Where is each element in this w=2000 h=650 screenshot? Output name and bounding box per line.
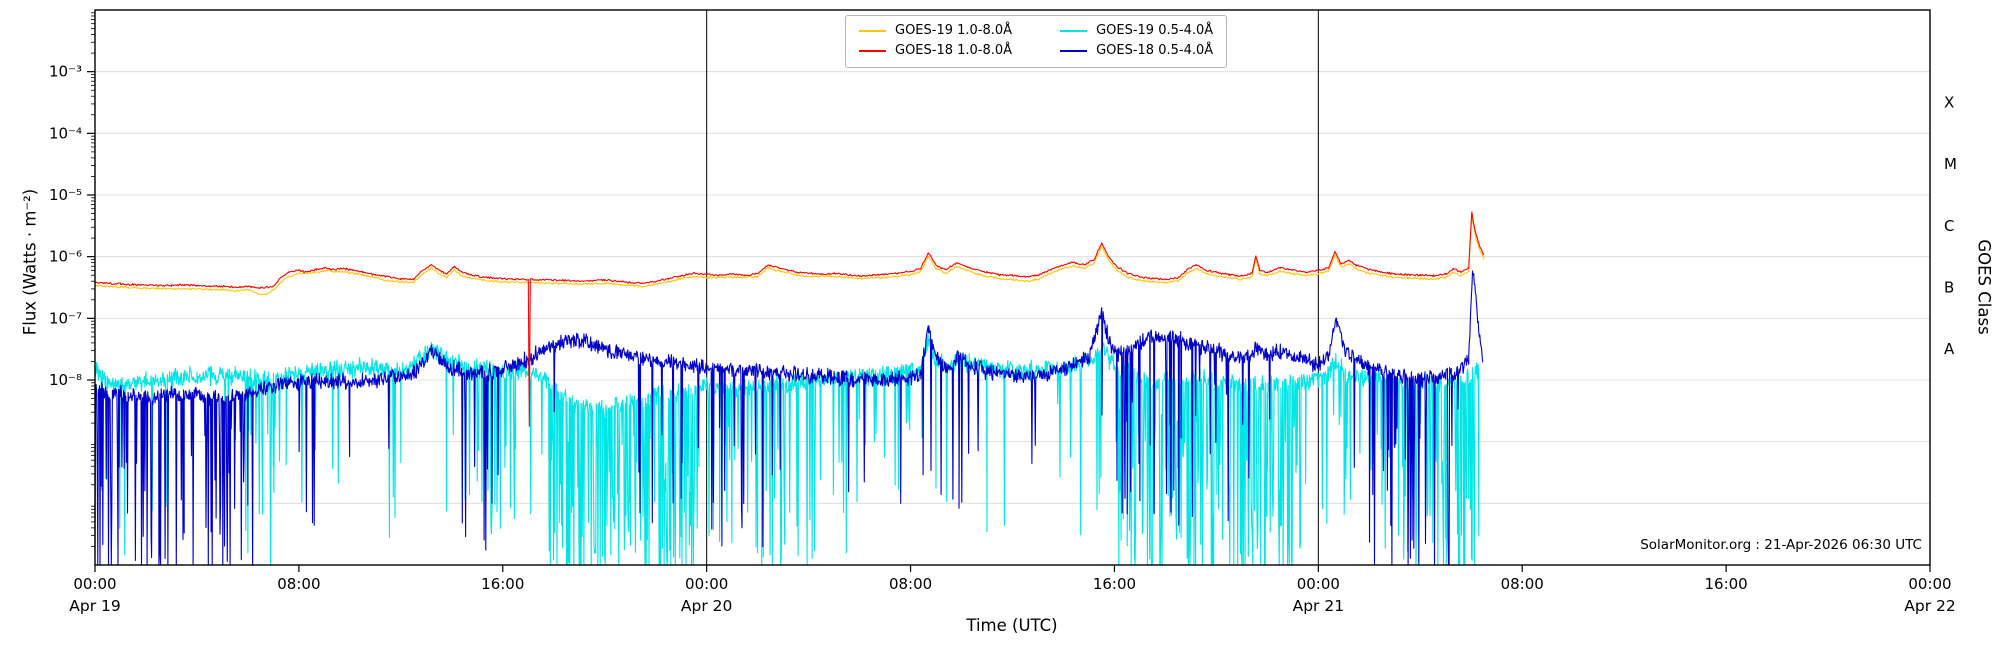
legend-swatch-goes18-long bbox=[859, 50, 886, 53]
y-tick-label: 10⁻³ bbox=[49, 63, 82, 81]
x-date-label: Apr 21 bbox=[1293, 597, 1344, 615]
legend-label: GOES-18 0.5-4.0Å bbox=[1096, 43, 1214, 59]
legend-swatch-goes18-short bbox=[1060, 50, 1088, 53]
x-date-label: Apr 19 bbox=[69, 597, 120, 615]
y-tick-label: 10⁻⁴ bbox=[49, 124, 82, 142]
goes-class-label-X: X bbox=[1944, 94, 1954, 112]
x-date-label: Apr 22 bbox=[1904, 597, 1955, 615]
x-tick-label: 16:00 bbox=[1704, 575, 1747, 593]
solarmonitor-timestamp: SolarMonitor.org : 21-Apr-2026 06:30 UTC bbox=[1640, 537, 1922, 553]
y-tick-label: 10⁻⁵ bbox=[49, 186, 82, 204]
series-goes18-short-line bbox=[94, 270, 1484, 566]
legend: GOES-19 1.0-8.0Å GOES-18 1.0-8.0Å GOES-19 … bbox=[845, 15, 1228, 68]
legend-label: GOES-19 0.5-4.0Å bbox=[1096, 23, 1214, 38]
x-date-label: Apr 20 bbox=[681, 597, 732, 615]
goes-class-label-B: B bbox=[1944, 279, 1954, 297]
x-tick-label: 00:00 bbox=[1297, 575, 1340, 593]
legend-entry-goes19-long: GOES-19 1.0-8.0Å bbox=[859, 23, 1012, 39]
x-axis-label-time: Time (UTC) bbox=[966, 616, 1058, 635]
legend-swatch-goes19-long bbox=[859, 30, 886, 33]
y-axis-label-flux: Flux (Watts · m⁻²) bbox=[20, 188, 40, 336]
legend-entry-goes18-short: GOES-18 0.5-4.0Å bbox=[1060, 43, 1213, 59]
series-goes19-long-line bbox=[94, 217, 1485, 296]
x-tick-label: 08:00 bbox=[889, 575, 932, 593]
x-tick-label: 00:00 bbox=[1908, 575, 1951, 593]
x-tick-label: 16:00 bbox=[1093, 575, 1136, 593]
legend-label: GOES-18 1.0-8.0Å bbox=[895, 43, 1013, 59]
y-tick-label: 10⁻⁶ bbox=[49, 248, 82, 266]
plot-frame bbox=[94, 9, 1931, 566]
goes-class-label-M: M bbox=[1944, 155, 1957, 173]
legend-label: GOES-19 1.0-8.0Å bbox=[895, 23, 1013, 38]
x-tick-label: 08:00 bbox=[1501, 575, 1544, 593]
goes-class-label-A: A bbox=[1944, 340, 1955, 358]
x-tick-label: 08:00 bbox=[277, 575, 320, 593]
y-axis-label-goes-class: GOES Class bbox=[1974, 239, 1994, 335]
x-tick-label: 00:00 bbox=[685, 575, 728, 593]
y-tick-label: 10⁻⁷ bbox=[49, 309, 82, 327]
goes-class-label-C: C bbox=[1944, 217, 1954, 235]
legend-entry-goes18-long: GOES-18 1.0-8.0Å bbox=[859, 43, 1012, 59]
x-tick-label: 00:00 bbox=[73, 575, 116, 593]
y-tick-label: 10⁻⁸ bbox=[49, 371, 82, 389]
legend-entry-goes19-short: GOES-19 0.5-4.0Å bbox=[1060, 23, 1213, 39]
series-goes19-short-line bbox=[94, 334, 1480, 566]
x-tick-label: 16:00 bbox=[481, 575, 524, 593]
legend-swatch-goes19-short bbox=[1060, 30, 1088, 33]
series-goes18-long-line bbox=[94, 211, 1485, 427]
